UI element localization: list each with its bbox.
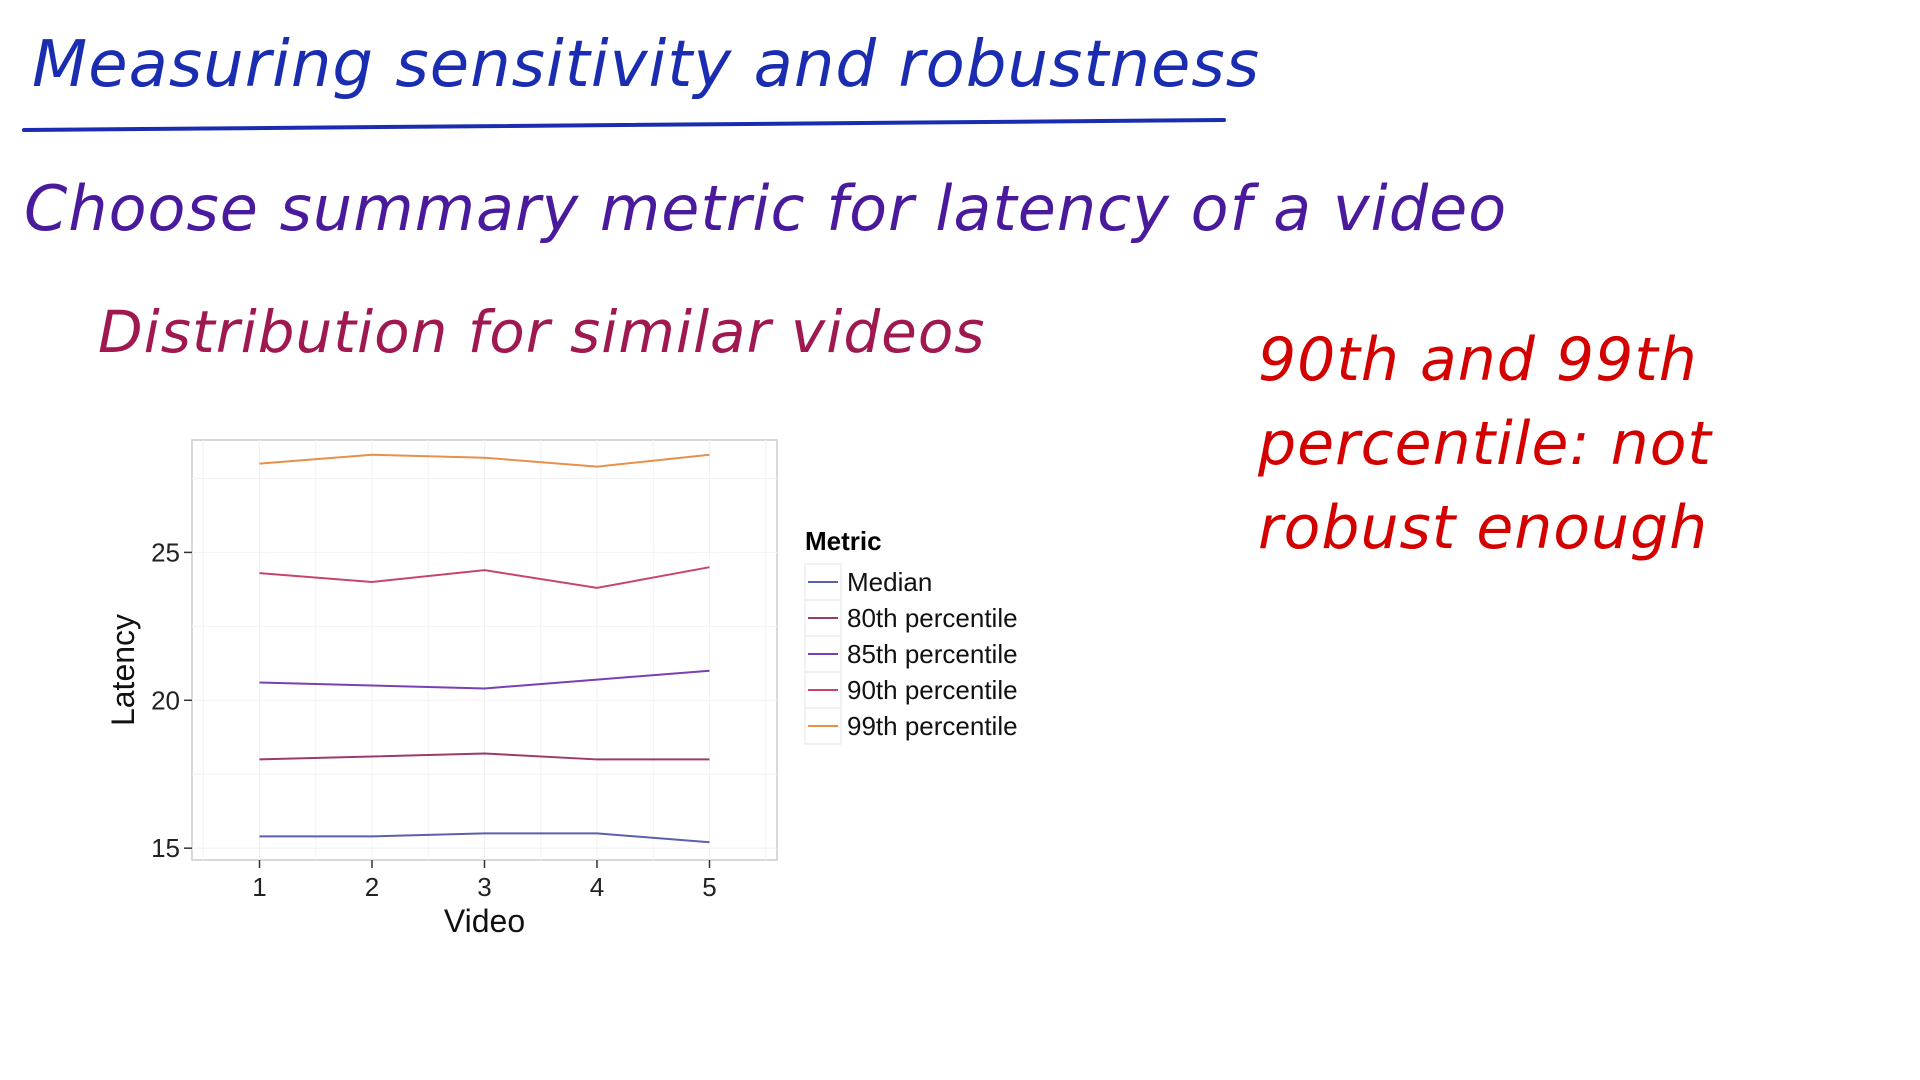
series-lines (259, 453, 710, 844)
latency-chart: 15 20 25 1 2 3 4 5 Video Latency Metric Median… (105, 439, 1018, 939)
series-line (259, 752, 710, 761)
series-line (259, 669, 710, 690)
legend-label: 85th percentile (847, 639, 1018, 669)
y-axis-title: Latency (105, 614, 141, 726)
legend-label: 90th percentile (847, 675, 1018, 705)
grid-lines (192, 440, 777, 860)
x-tick-label: 4 (590, 872, 604, 902)
series-line (259, 566, 710, 589)
series-line (259, 453, 710, 468)
note-line: percentile: not (1258, 409, 1712, 479)
x-axis: 1 2 3 4 5 (252, 860, 717, 902)
x-tick-label: 5 (702, 872, 716, 902)
x-tick-label: 1 (252, 872, 266, 902)
subheading: Distribution for similar videos (98, 298, 986, 366)
handwritten-note: 90th and 99th percentile: not robust eno… (1258, 318, 1758, 570)
y-tick-label: 20 (151, 685, 180, 715)
x-axis-title: Video (444, 903, 525, 939)
page-title: Measuring sensitivity and robustness (32, 28, 1261, 102)
legend-label: 80th percentile (847, 603, 1018, 633)
note-line: robust enough (1258, 493, 1709, 563)
subtitle: Choose summary metric for latency of a v… (24, 172, 1508, 245)
x-tick-label: 2 (365, 872, 379, 902)
legend-label: 99th percentile (847, 711, 1018, 741)
y-axis: 15 20 25 (151, 537, 192, 863)
y-tick-label: 25 (151, 537, 180, 567)
y-tick-label: 15 (151, 833, 180, 863)
note-line: 90th and 99th (1258, 325, 1698, 395)
series-line (259, 832, 710, 844)
title-underline (22, 118, 1226, 132)
x-tick-label: 3 (477, 872, 491, 902)
legend-label: Median (847, 567, 932, 597)
legend: Metric Median 80th percentile 85th percent… (804, 526, 1018, 745)
legend-title: Metric (805, 526, 882, 556)
